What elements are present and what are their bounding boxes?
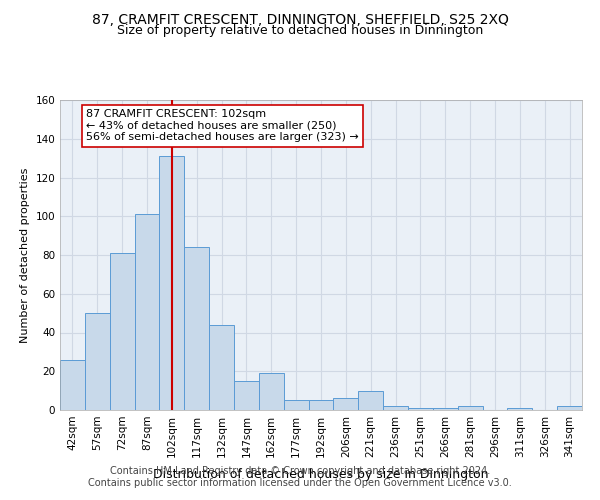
Bar bbox=[557, 406, 582, 410]
Bar bbox=[134, 214, 160, 410]
Y-axis label: Number of detached properties: Number of detached properties bbox=[20, 168, 30, 342]
Bar bbox=[334, 398, 358, 410]
X-axis label: Distribution of detached houses by size in Dinnington: Distribution of detached houses by size … bbox=[153, 468, 489, 481]
Bar bbox=[259, 373, 284, 410]
Bar bbox=[433, 408, 458, 410]
Text: Contains HM Land Registry data © Crown copyright and database right 2024.
Contai: Contains HM Land Registry data © Crown c… bbox=[88, 466, 512, 487]
Bar bbox=[110, 253, 134, 410]
Bar bbox=[284, 400, 308, 410]
Text: 87, CRAMFIT CRESCENT, DINNINGTON, SHEFFIELD, S25 2XQ: 87, CRAMFIT CRESCENT, DINNINGTON, SHEFFI… bbox=[92, 12, 508, 26]
Bar bbox=[160, 156, 184, 410]
Bar bbox=[358, 390, 383, 410]
Bar bbox=[383, 406, 408, 410]
Bar bbox=[508, 408, 532, 410]
Bar bbox=[60, 360, 85, 410]
Bar bbox=[458, 406, 482, 410]
Text: 87 CRAMFIT CRESCENT: 102sqm
← 43% of detached houses are smaller (250)
56% of se: 87 CRAMFIT CRESCENT: 102sqm ← 43% of det… bbox=[86, 110, 359, 142]
Bar bbox=[184, 247, 209, 410]
Bar bbox=[308, 400, 334, 410]
Bar bbox=[85, 313, 110, 410]
Bar bbox=[209, 325, 234, 410]
Bar bbox=[234, 381, 259, 410]
Text: Size of property relative to detached houses in Dinnington: Size of property relative to detached ho… bbox=[117, 24, 483, 37]
Bar bbox=[408, 408, 433, 410]
